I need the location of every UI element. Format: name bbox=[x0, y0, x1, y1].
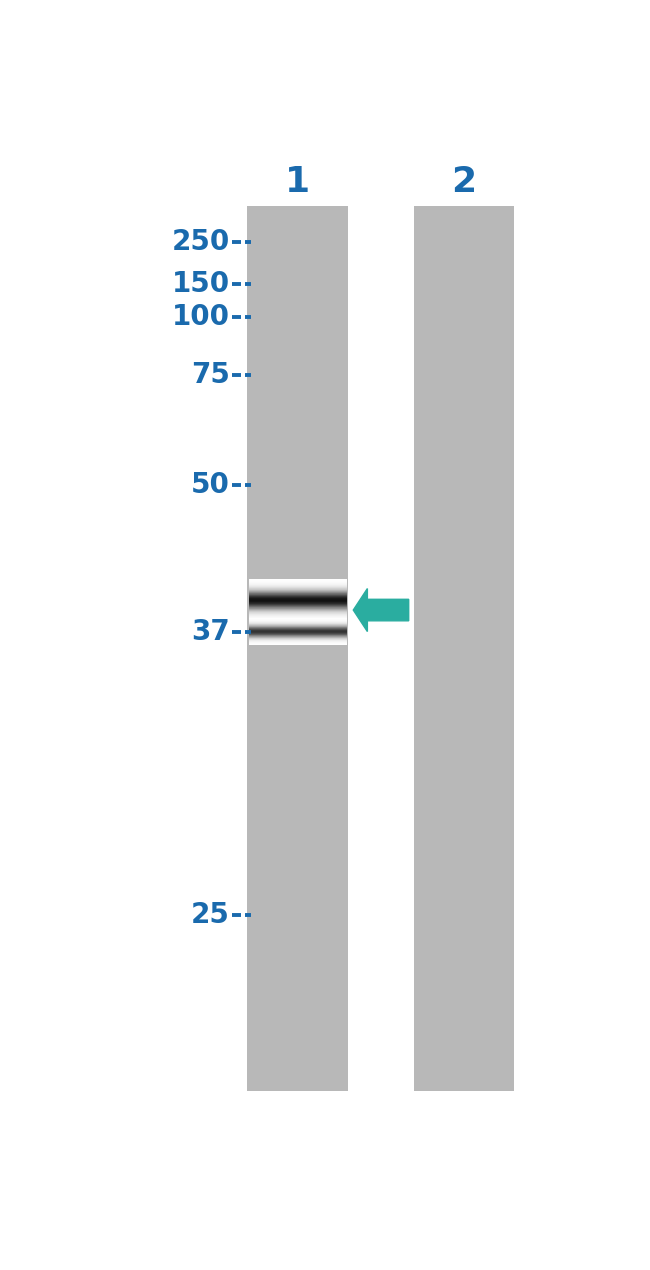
FancyArrow shape bbox=[354, 588, 409, 631]
Bar bbox=[414, 206, 515, 1091]
Text: 37: 37 bbox=[191, 617, 230, 645]
Bar bbox=[248, 206, 348, 1091]
Text: 2: 2 bbox=[452, 165, 476, 198]
Text: 1: 1 bbox=[285, 165, 311, 198]
Text: 50: 50 bbox=[191, 471, 230, 499]
Text: 250: 250 bbox=[172, 229, 230, 257]
Text: 75: 75 bbox=[191, 362, 230, 390]
Text: 25: 25 bbox=[191, 902, 230, 930]
Text: 100: 100 bbox=[172, 302, 230, 330]
Text: 150: 150 bbox=[172, 271, 230, 298]
